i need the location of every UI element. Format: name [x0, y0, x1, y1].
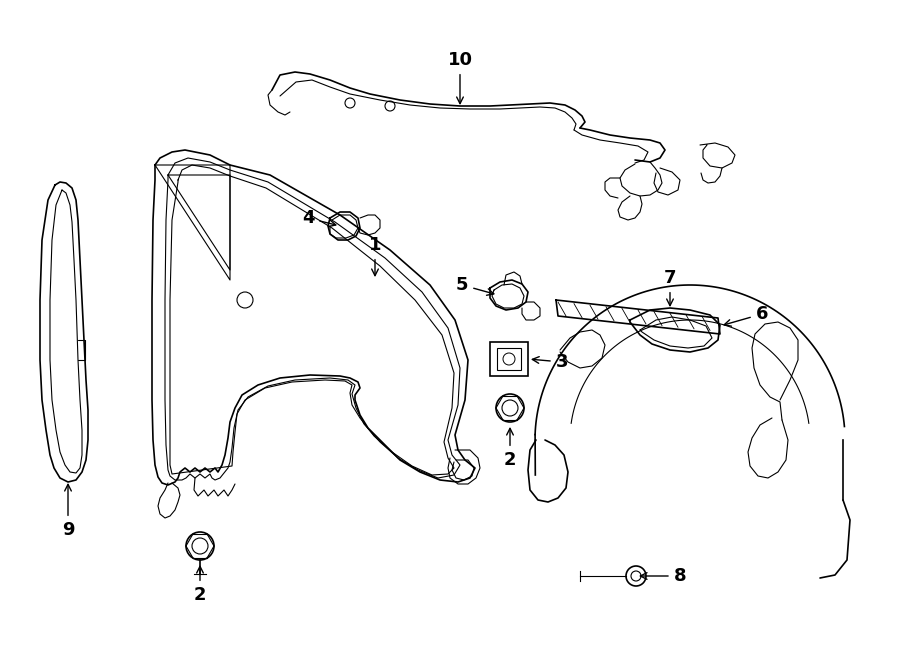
Circle shape [186, 532, 214, 560]
Text: 4: 4 [302, 209, 336, 227]
Text: 10: 10 [447, 51, 473, 104]
Text: 6: 6 [724, 305, 769, 326]
Circle shape [496, 394, 524, 422]
Text: 8: 8 [640, 567, 687, 585]
Bar [490, 342, 528, 376]
Bar [497, 348, 521, 370]
Text: 7: 7 [664, 269, 676, 305]
Text: 5: 5 [455, 276, 494, 295]
Circle shape [626, 566, 646, 586]
Text: 1: 1 [369, 236, 382, 276]
Text: 3: 3 [532, 353, 568, 371]
Text: 9: 9 [62, 485, 74, 539]
Text: 2: 2 [504, 428, 517, 469]
Text: 2: 2 [194, 566, 206, 604]
